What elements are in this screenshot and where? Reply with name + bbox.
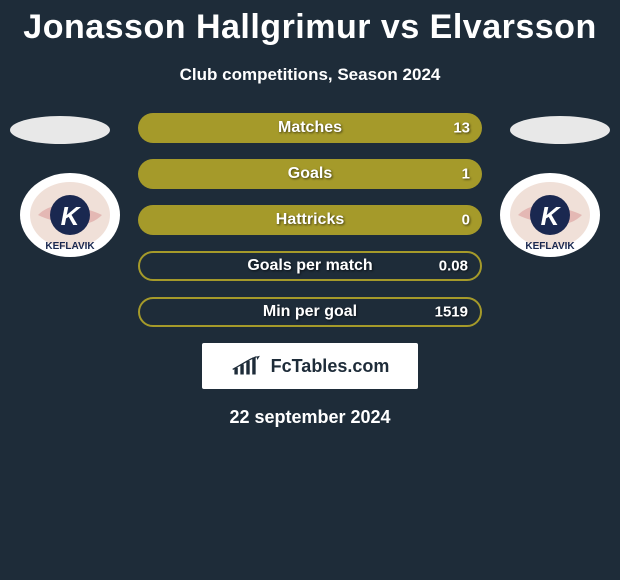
svg-text:K: K bbox=[541, 201, 562, 231]
club-badge-left: K KEFLAVIK bbox=[20, 173, 120, 257]
club-name-text: KEFLAVIK bbox=[45, 241, 95, 252]
stat-value: 0 bbox=[462, 212, 470, 229]
keflavik-badge-icon: K KEFLAVIK bbox=[20, 173, 120, 257]
stat-label: Hattricks bbox=[276, 211, 344, 229]
stat-value: 1 bbox=[462, 166, 470, 183]
stat-value: 0.08 bbox=[439, 258, 468, 275]
player-left-marker bbox=[10, 116, 110, 144]
brand-box: FcTables.com bbox=[202, 343, 418, 389]
comparison-content: K KEFLAVIK K KEFLAVIK Matches 13 Goals 1… bbox=[0, 113, 620, 428]
stat-value: 1519 bbox=[435, 304, 468, 321]
stat-bar-goals: Goals 1 bbox=[138, 159, 482, 189]
stat-bars: Matches 13 Goals 1 Hattricks 0 Goals per… bbox=[138, 113, 482, 327]
stat-label: Goals bbox=[288, 165, 332, 183]
stat-label: Goals per match bbox=[247, 257, 372, 275]
stat-label: Min per goal bbox=[263, 303, 357, 321]
stat-label: Matches bbox=[278, 119, 342, 137]
chart-icon bbox=[231, 354, 265, 378]
player-right-marker bbox=[510, 116, 610, 144]
stat-bar-matches: Matches 13 bbox=[138, 113, 482, 143]
brand-text: FcTables.com bbox=[271, 356, 390, 377]
stat-value: 13 bbox=[453, 120, 470, 137]
date-text: 22 september 2024 bbox=[0, 407, 620, 428]
club-name-text: KEFLAVIK bbox=[525, 241, 575, 252]
stat-bar-min-per-goal: Min per goal 1519 bbox=[138, 297, 482, 327]
keflavik-badge-icon: K KEFLAVIK bbox=[500, 173, 600, 257]
stat-bar-goals-per-match: Goals per match 0.08 bbox=[138, 251, 482, 281]
subtitle: Club competitions, Season 2024 bbox=[0, 65, 620, 85]
club-badge-right: K KEFLAVIK bbox=[500, 173, 600, 257]
svg-text:K: K bbox=[61, 201, 82, 231]
stat-bar-hattricks: Hattricks 0 bbox=[138, 205, 482, 235]
page-title: Jonasson Hallgrimur vs Elvarsson bbox=[0, 0, 620, 47]
